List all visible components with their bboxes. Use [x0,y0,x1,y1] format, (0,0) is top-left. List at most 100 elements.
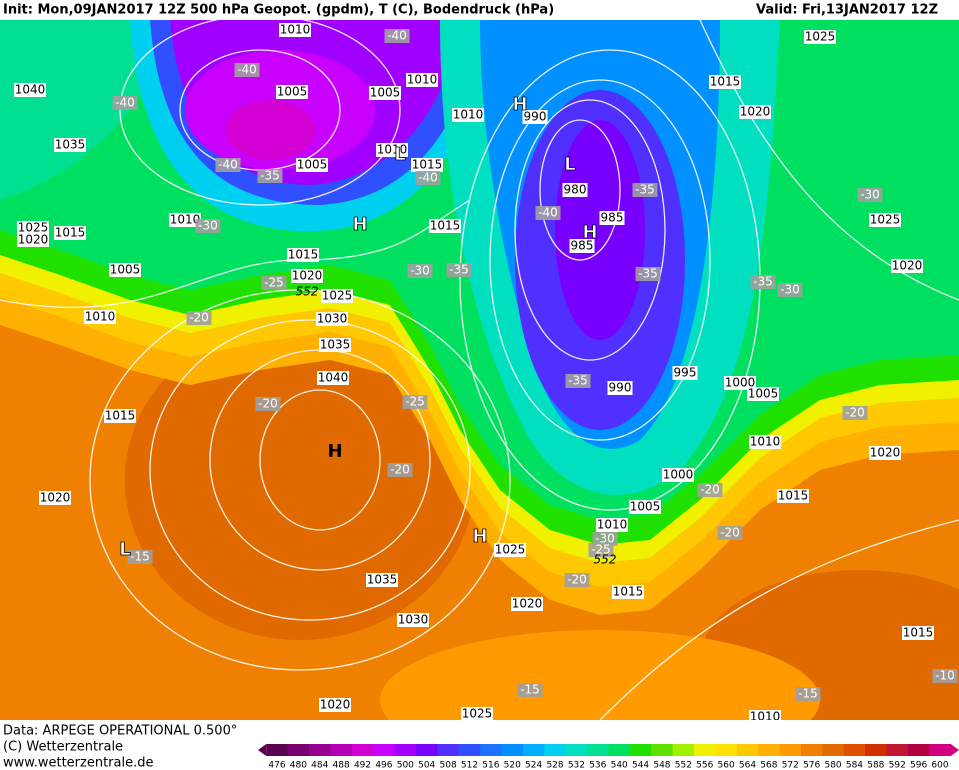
isobar-label: 1005 [370,86,401,100]
field-cold [0,20,180,200]
isobar-label-box [39,491,71,505]
temperature-label-box [777,283,803,297]
colorbar-label: 552 [675,761,692,770]
colorbar-label: 504 [418,761,435,770]
isobar-label-box [321,289,353,303]
colorbar-label: 532 [568,761,585,770]
colorbar-label: 588 [867,761,884,770]
footer-url: www.wetterzentrale.de [3,756,153,770]
temperature-label: -35 [753,275,773,289]
isobar-label-box [607,381,633,395]
temperature-label-box [697,483,723,497]
isobar-label: 1035 [55,138,86,152]
temperature-label-box [565,374,591,388]
isobar-label: 1025 [495,543,526,557]
colorbar-label: 556 [696,761,713,770]
temperature-label-box [750,275,776,289]
temperature-label: -25 [264,276,284,290]
temperature-label-box [635,267,661,281]
isobar-label: 1020 [18,233,49,247]
pressure-center: H [512,94,527,115]
isobar-label: 1020 [40,491,71,505]
colorbar-swatch [522,744,545,756]
colorbar-label: 568 [760,761,777,770]
colorbar-label: 576 [803,761,820,770]
temperature-label: -40 [387,29,407,43]
isobar-label-box [109,263,141,277]
isobar-label-box [869,213,901,227]
isobar-label-box [452,108,484,122]
temperature-label: -20 [567,573,587,587]
isobar-label-box [747,387,779,401]
isobar-label: 1020 [892,259,923,273]
colorbar-end [950,744,959,756]
temperature-label-box [842,406,868,420]
colorbar-label: 536 [589,761,606,770]
isobar-label: 980 [564,183,587,197]
isobar-label: 1000 [725,376,756,390]
field-cold [555,120,645,340]
temperature-label: -30 [410,264,430,278]
temperature-label: -20 [845,406,865,420]
isobar-label-box [429,219,461,233]
temperature-label-box [186,311,212,325]
colorbar-label: 528 [546,761,563,770]
isobar-label-box [804,30,836,44]
footer-data: Data: ARPEGE OPERATIONAL 0.500° [3,724,237,739]
colorbar-swatch [865,744,888,756]
isobar-label-box [104,409,136,423]
temperature-label-box [517,683,543,697]
isobar-label-box [662,468,694,482]
isobar-label-box [169,213,201,227]
isobar-label-box [319,698,351,712]
colorbar-swatch [501,744,524,756]
isobar-label: 1020 [512,597,543,611]
isobar-label-box [739,105,771,119]
colorbar-label: 560 [718,761,735,770]
colorbar-swatch [608,744,631,756]
temperature-label: -30 [595,532,615,546]
colorbar-label: 592 [889,761,906,770]
colorbar-swatch [800,744,823,756]
isobar-label-box [17,221,49,235]
colorbar-swatch [736,744,759,756]
field-warm [125,320,475,640]
colorbar-swatch [480,744,503,756]
isobar-label-box [397,613,429,627]
isobar-label: 990 [524,110,547,124]
isobar-label-box [369,86,401,100]
isobar-label-box [376,143,408,157]
temperature-label: -30 [780,283,800,297]
colorbar-label: 516 [482,761,499,770]
colorbar-label: 476 [268,761,285,770]
isobar-label: 1005 [748,387,779,401]
temperature-label: -35 [449,263,469,277]
pressure-center: H [352,214,367,235]
colorbar-label: 496 [375,761,392,770]
isobar-label-box [291,269,323,283]
pressure-center: H [327,441,342,462]
colorbar-swatch [843,744,866,756]
temperature-label-box [384,29,410,43]
isobar-label-box [287,248,319,262]
isobar-label-box [869,446,901,460]
temperature-label: -10 [935,669,955,683]
isobar-label: 1010 [407,73,438,87]
isobar-label: 1010 [453,108,484,122]
pressure-center: H [472,526,487,547]
isobar-label: 1010 [170,213,201,227]
colorbar-label: 488 [333,761,350,770]
isobar-label-box [612,585,644,599]
temperature-label-box [857,188,883,202]
temperature-label: -20 [189,311,209,325]
isobar-label: 1040 [318,371,349,385]
colorbar-label: 500 [397,761,414,770]
isobar-label: 1025 [870,213,901,227]
isobar-label: 1010 [377,143,408,157]
temperature-label: -25 [591,543,611,557]
colorbar-swatch [351,744,374,756]
isobar-label-box [276,85,308,99]
temperature-label-box [592,532,618,546]
isobar-label: 1020 [870,446,901,460]
